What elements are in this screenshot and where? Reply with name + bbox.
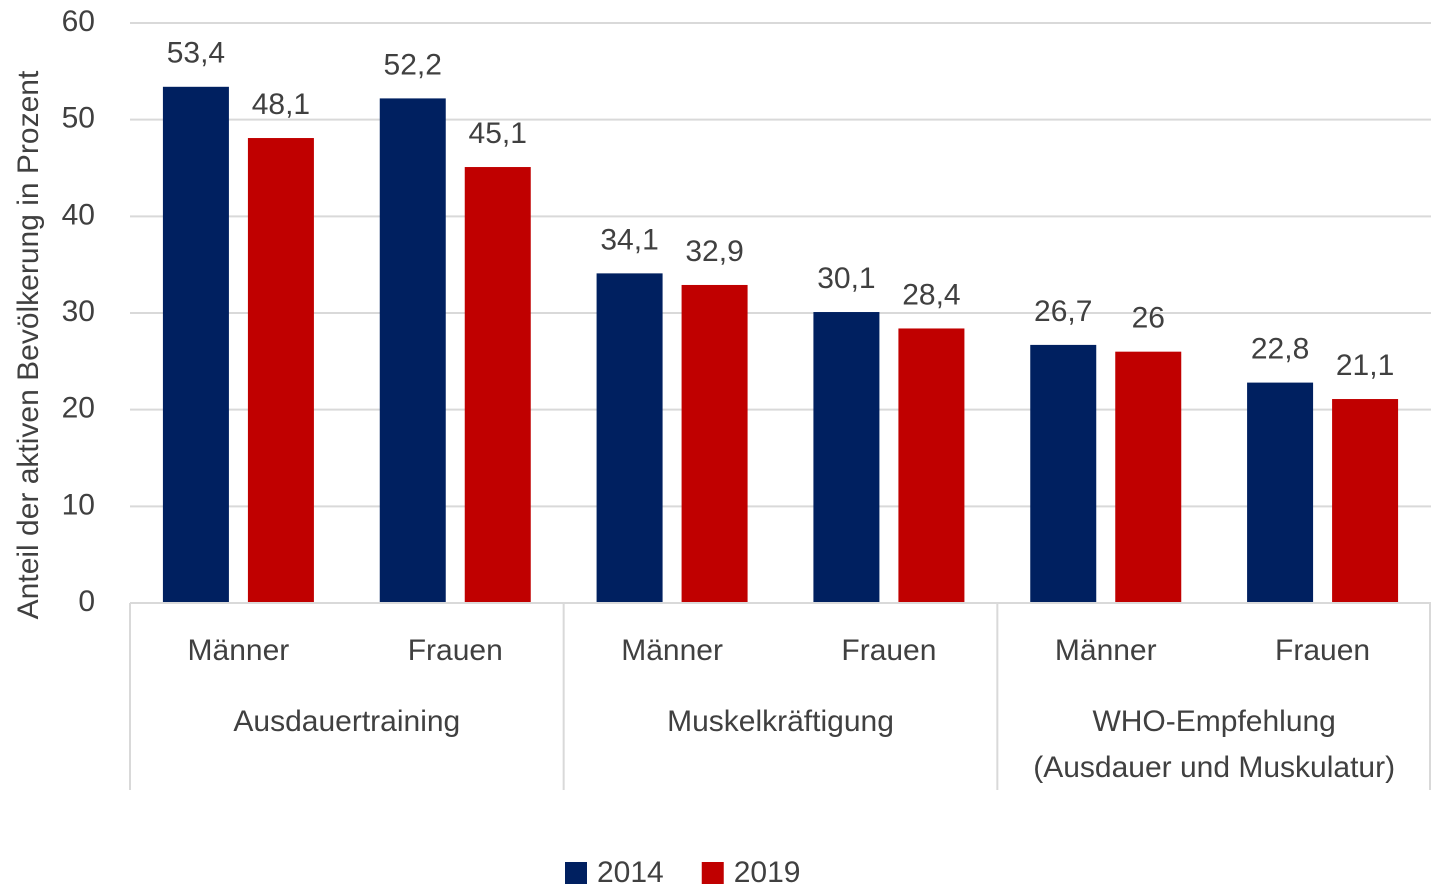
group-label: WHO-Empfehlung [1092, 705, 1335, 738]
data-label: 28,4 [902, 278, 960, 311]
y-tick-label: 30 [62, 295, 95, 328]
data-label: 34,1 [600, 223, 658, 256]
x-tick-label: Männer [188, 634, 290, 667]
data-label: 26 [1132, 302, 1165, 335]
data-label: 30,1 [817, 262, 875, 295]
data-label: 48,1 [252, 88, 310, 121]
legend-label: 2014 [597, 856, 664, 887]
legend-swatch [701, 862, 724, 884]
x-tick-label: Frauen [408, 634, 503, 667]
bar [596, 273, 663, 603]
x-tick-label: Frauen [1275, 634, 1370, 667]
group-label: (Ausdauer und Muskulatur) [1033, 751, 1395, 784]
data-label: 21,1 [1336, 349, 1394, 382]
data-label: 52,2 [384, 48, 442, 81]
x-tick-label: Männer [1055, 634, 1157, 667]
bar [1332, 399, 1399, 603]
y-tick-label: 10 [62, 488, 95, 521]
y-tick-label: 0 [78, 585, 95, 618]
bar [162, 86, 229, 604]
bar [1115, 351, 1182, 603]
y-tick-label: 60 [62, 5, 95, 38]
data-label: 53,4 [167, 37, 225, 70]
x-tick-label: Männer [621, 634, 723, 667]
y-tick-label: 40 [62, 198, 95, 231]
y-axis-label: Anteil der aktiven Bevölkerung in Prozen… [12, 70, 45, 619]
data-label: 22,8 [1251, 333, 1309, 366]
y-tick-label: 50 [62, 102, 95, 135]
bar [813, 312, 880, 603]
bar [898, 328, 965, 603]
bar [681, 284, 748, 603]
group-label: Muskelkräftigung [667, 705, 894, 738]
bar [1247, 382, 1314, 603]
data-label: 26,7 [1034, 295, 1092, 328]
data-label: 32,9 [685, 235, 743, 268]
bar [464, 167, 531, 604]
data-label: 45,1 [469, 117, 527, 150]
bar [247, 138, 314, 604]
x-tick-label: Frauen [841, 634, 936, 667]
bar [379, 98, 446, 604]
legend-swatch [565, 862, 587, 884]
bar [1030, 344, 1097, 603]
legend-label: 2019 [734, 856, 801, 887]
group-label: Ausdauertraining [233, 705, 460, 738]
y-tick-label: 20 [62, 392, 95, 425]
